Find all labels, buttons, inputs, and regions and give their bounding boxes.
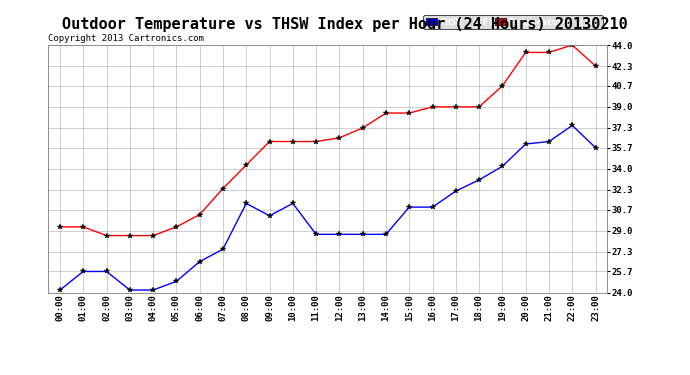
Legend: THSW  (°F), Temperature  (°F): THSW (°F), Temperature (°F)	[423, 15, 602, 29]
Text: Outdoor Temperature vs THSW Index per Hour (24 Hours) 20130210: Outdoor Temperature vs THSW Index per Ho…	[62, 17, 628, 32]
Text: Copyright 2013 Cartronics.com: Copyright 2013 Cartronics.com	[48, 33, 204, 42]
